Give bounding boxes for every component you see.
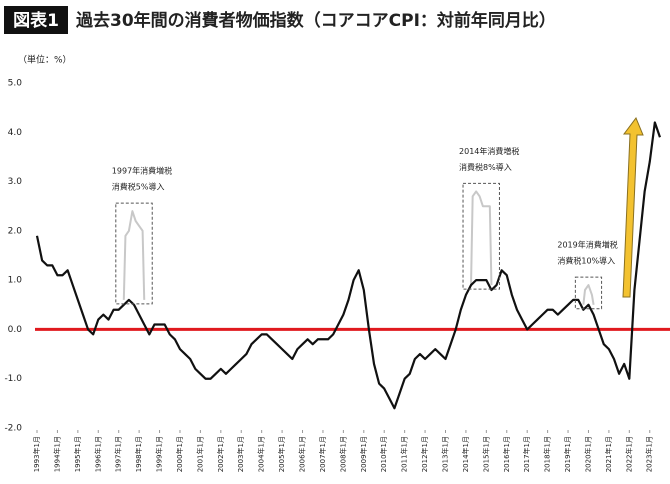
- x-tick-label: 2007年1月: [318, 436, 327, 472]
- x-tick-label: 2020年1月: [583, 436, 592, 472]
- title-tag: 図表1: [13, 10, 59, 31]
- x-tick-label: 2016年1月: [502, 436, 511, 472]
- x-tick-label: 2006年1月: [298, 436, 307, 472]
- annotation-box: [462, 182, 500, 290]
- x-tick-label: 2021年1月: [604, 436, 613, 472]
- x-tick-label: 2002年1月: [216, 436, 225, 472]
- x-tick-label: 2009年1月: [359, 436, 368, 472]
- x-tick-label: 1996年1月: [93, 436, 102, 472]
- y-tick-label: 1.0: [8, 276, 23, 286]
- annotation: 消費税10%導入: [557, 256, 615, 266]
- y-tick-label: 3.0: [8, 177, 23, 187]
- annotation-box: [115, 202, 153, 305]
- x-tick-label: 2019年1月: [563, 436, 572, 472]
- y-tick-label: -2.0: [4, 424, 22, 434]
- x-tick-label: 1995年1月: [73, 436, 82, 472]
- plot: 5.0 4.0 3.0 2.0 1.0 0.0 -1.0 -2.0 1993年1月 1994年1月…: [4, 79, 670, 472]
- x-tick-label: 1993年1月: [32, 436, 41, 472]
- x-tick-label: 2011年1月: [400, 436, 409, 472]
- x-tick-label: 1999年1月: [155, 436, 164, 472]
- x-tick-label: 2017年1月: [522, 436, 531, 472]
- x-tick-label: 2022年1月: [624, 436, 633, 472]
- tax-line: [582, 284, 595, 305]
- cpi-line: [35, 121, 661, 410]
- title-tag-box: [4, 6, 68, 34]
- unit-label: （単位：%）: [18, 54, 72, 66]
- annotation: 2019年消費増税: [557, 240, 617, 250]
- y-tick-label: 2.0: [8, 226, 23, 236]
- annotation: 2014年消費増税: [459, 146, 519, 156]
- x-tick-label: 1994年1月: [52, 436, 61, 472]
- annotation: 消費税5%導入: [112, 182, 165, 192]
- x-tick-label: 2012年1月: [420, 436, 429, 472]
- x-tick-label: 2003年1月: [236, 436, 245, 472]
- x-tick-label: 2018年1月: [543, 436, 552, 472]
- x-tick-label: 2008年1月: [338, 436, 347, 472]
- x-tick-label: 1997年1月: [114, 436, 123, 472]
- x-tick-label: 2015年1月: [481, 436, 490, 472]
- x-tick-label: 2001年1月: [195, 436, 204, 472]
- y-tick-label: 0.0: [8, 325, 23, 335]
- x-tick-label: 2004年1月: [257, 436, 266, 472]
- tax-line: [470, 190, 493, 286]
- arrow: [622, 116, 644, 298]
- tax-line: [122, 210, 146, 300]
- x-tick-label: 1998年1月: [134, 436, 143, 472]
- x-tick-label: 2014年1月: [461, 436, 470, 472]
- x-tick-label: 2000年1月: [175, 436, 184, 472]
- annotation: 消費税8%導入: [459, 162, 512, 172]
- x-tick-label: 2005年1月: [277, 436, 286, 472]
- x-tick-label: 2023年1月: [645, 436, 654, 472]
- annotation-box: [574, 276, 603, 310]
- x-tick-label: 2010年1月: [379, 436, 388, 472]
- chart-title: 過去30年間の消費者物価指数（コアコアCPI：対前年同月比）: [76, 10, 556, 31]
- x-tick-label: 2013年1月: [440, 436, 449, 472]
- annotation: 1997年消費増税: [112, 166, 172, 176]
- y-tick-label: -1.0: [4, 374, 22, 384]
- y-tick-label: 5.0: [8, 79, 23, 89]
- y-tick-label: 4.0: [8, 128, 23, 138]
